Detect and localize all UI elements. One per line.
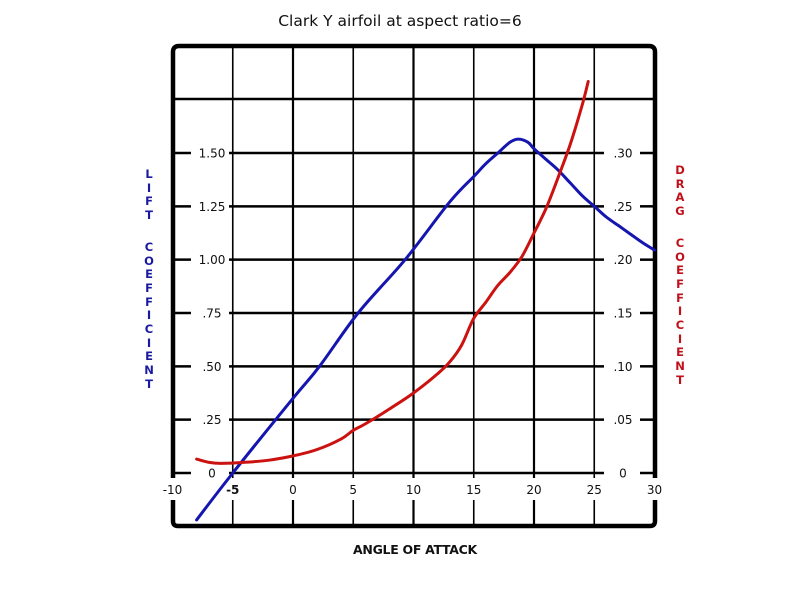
x-tick-label: 15 — [466, 483, 481, 497]
axis-label-letter: F — [145, 194, 153, 209]
axis-label-letter: N — [675, 359, 685, 374]
x-tick-label: 20 — [526, 483, 541, 497]
x-tick-label: 0 — [289, 483, 297, 497]
axis-label-letter: I — [146, 180, 152, 195]
axis-label-gap — [670, 219, 690, 237]
axis-label-gap — [139, 223, 159, 241]
lift-tick-label: .50 — [202, 360, 221, 374]
lift-tick-label: 0 — [208, 467, 216, 481]
axis-label-letter: F — [676, 290, 684, 305]
drag-tick-label: .30 — [613, 147, 632, 161]
frame-bottom — [170, 500, 658, 529]
axis-label-letter: C — [144, 239, 154, 254]
axis-label-letter: C — [675, 235, 685, 250]
x-tick-label: -10 — [163, 483, 183, 497]
axis-label-letter: C — [144, 322, 154, 337]
x-tick-label: 5 — [349, 483, 357, 497]
grid-lines — [173, 46, 655, 526]
axis-label-letter: E — [676, 345, 684, 360]
drag-tick-label: .20 — [613, 253, 632, 267]
drag-curve — [195, 80, 590, 465]
axis-label-letter: L — [145, 167, 153, 181]
chart-frame — [170, 43, 658, 529]
lift-tick-label: 1.00 — [199, 253, 226, 267]
lift-curve — [195, 137, 656, 522]
x-axis-label: ANGLE OF ATTACK — [353, 542, 477, 557]
axis-label-letter: N — [144, 363, 154, 378]
lift-tick-label: 1.50 — [199, 147, 226, 161]
axis-label-letter: I — [146, 308, 152, 323]
lift-tick-label: .75 — [202, 307, 221, 321]
axis-label-letter: E — [145, 267, 153, 282]
axis-label-letter: E — [145, 349, 153, 364]
lift-tick-label: 1.25 — [199, 200, 226, 214]
drag-tick-label: .05 — [613, 413, 632, 427]
data-curves — [195, 80, 656, 522]
axis-label-letter: O — [144, 253, 154, 268]
axis-label-letter: D — [675, 163, 685, 177]
axis-label-letter: R — [675, 176, 685, 191]
drag-tick-label: 0 — [619, 467, 627, 481]
x-tick-label: 10 — [406, 483, 421, 497]
x-tick-label: 25 — [587, 483, 602, 497]
chart-title: Clark Y airfoil at aspect ratio=6 — [278, 12, 522, 30]
axis-label-letter: I — [677, 331, 683, 346]
lift-tick-label: .25 — [202, 413, 221, 427]
axis-label-letter: O — [675, 249, 685, 264]
axis-label-letter: I — [677, 304, 683, 319]
axis-label-letter: T — [145, 208, 153, 223]
x-tick-label: -5 — [226, 483, 239, 497]
drag-tick-label: .15 — [613, 307, 632, 321]
axis-label-letter: T — [145, 376, 153, 391]
axis-label-letter: A — [675, 190, 685, 205]
axis-label-letter: I — [146, 335, 152, 350]
axis-label-letter: F — [145, 280, 153, 295]
axis-label-letter: F — [145, 294, 153, 309]
tick-labels: 0 0 .25 .05 .50 .10 .75 .15 1.00 .20 1.25 .25 1.50 .3… — [163, 147, 662, 497]
axis-label-letter: G — [675, 204, 685, 219]
axis-label-letter: C — [675, 318, 685, 333]
axis-label-letter: T — [676, 372, 684, 387]
drag-tick-label: .10 — [613, 360, 632, 374]
x-tick-label: 30 — [647, 483, 662, 497]
axis-label-letter: F — [676, 276, 684, 291]
frame-top — [170, 43, 658, 478]
drag-tick-label: .25 — [613, 200, 632, 214]
axis-label-letter: E — [676, 263, 684, 278]
